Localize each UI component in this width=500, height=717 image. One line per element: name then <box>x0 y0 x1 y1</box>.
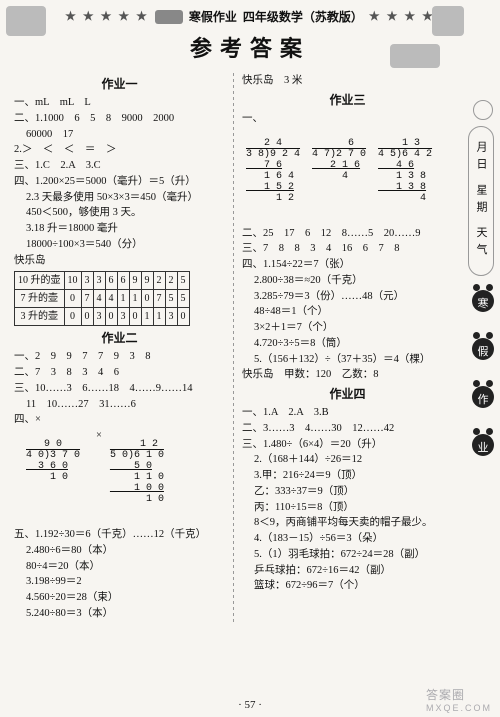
text-line: 450＜500，够使用 3 天。 <box>12 205 227 221</box>
text-line: 5.240÷80＝3（本） <box>12 606 227 622</box>
text-line: 80÷4＝20（本） <box>12 559 227 575</box>
text-line: 二、7 3 8 3 4 6 <box>12 365 227 381</box>
side-bar: 月日 星期 天气 寒 假 作 业 <box>468 100 498 474</box>
row-label: 10 升的壶 <box>15 272 65 290</box>
paw-label: 业 <box>468 439 498 455</box>
text-line: 二、1.1000 6 5 8 9000 2000 <box>12 111 227 127</box>
text-line: 11 10……27 31……6 <box>12 397 227 413</box>
text-line: 乙：333÷37＝9（顶） <box>240 484 455 500</box>
stars-right: ★ ★ ★ ★ <box>369 9 435 24</box>
text-line: 五、1.192÷30＝6（千克）……12（千克） <box>12 527 227 543</box>
table-row: 3 升的壶 0030301130 <box>15 308 190 326</box>
table-row: 10 升的壶 10336699225 <box>15 272 190 290</box>
row-label: 7 升的壶 <box>15 290 65 308</box>
column-divider <box>233 73 234 622</box>
table-row: 7 升的壶 0744110755 <box>15 290 190 308</box>
text-line: 2.480÷6＝80（本） <box>12 543 227 559</box>
long-division: 2 43 8)9 2 4 7 6 1 6 4 1 5 2 1 2 <box>246 127 300 226</box>
text-line: 3×2＋1＝7（个） <box>240 320 455 336</box>
text-line: 一、2 9 9 7 7 9 3 8 <box>12 349 227 365</box>
pot-table: 10 升的壶 10336699225 7 升的壶 0744110755 3 升的… <box>14 271 190 326</box>
text-line: 8＜9，丙商铺平均每天卖的帽子最少。 <box>240 515 455 531</box>
text-line: 3.甲：216÷24＝9（顶） <box>240 468 455 484</box>
page-header: ★ ★ ★ ★ ★ 寒假作业 四年级数学（苏教版） ★ ★ ★ ★ <box>12 8 488 25</box>
text-line: 快乐岛 <box>12 253 227 269</box>
hw1-title: 作业一 <box>12 75 227 93</box>
text-line: 四、× <box>12 412 227 428</box>
hw4-title: 作业四 <box>240 385 455 403</box>
text-line: 2.3 天最多使用 50×3×3＝450（毫升） <box>12 190 227 206</box>
text-line: 3.18 升＝18000 毫升 <box>12 221 227 237</box>
text-line: 篮球：672÷96＝7（个） <box>240 578 455 594</box>
watermark-url: MXQE.COM <box>426 703 492 713</box>
watermark: 答案圈 MXQE.COM <box>426 686 492 713</box>
text-line: 48÷48＝1（个） <box>240 304 455 320</box>
text-line: 三、1.480÷（6×4）＝20（升） <box>240 437 455 453</box>
text-line: 乒乓球拍：672÷16＝42（副） <box>240 563 455 579</box>
header-blob <box>155 10 183 24</box>
text-line: 一、mL mL L <box>12 95 227 111</box>
text-line: 二、3……3 4……30 12……42 <box>240 421 455 437</box>
content-columns: 作业一 一、mL mL L 二、1.1000 6 5 8 9000 2000 6… <box>12 73 488 622</box>
longdiv-group: 9 04 0)3 7 0 3 6 0 1 0 × 1 25 0)6 1 0 5 … <box>12 428 227 527</box>
text-line: 快乐岛 3 米 <box>240 73 455 89</box>
text-line: 二、25 17 6 12 8……5 20……9 <box>240 226 455 242</box>
cross-mark: × <box>96 428 102 444</box>
long-division: 64 7)2 7 0 2 1 6 4 <box>312 127 366 226</box>
text-line: 4.720÷3÷5＝8（筒） <box>240 336 455 352</box>
text-line: 18000÷100×3＝540（分） <box>12 237 227 253</box>
text-line: 3.198÷99＝2 <box>12 574 227 590</box>
text-line: 一、1.A 2.A 3.B <box>240 405 455 421</box>
text-line: 60000 17 <box>12 127 227 143</box>
side-labels: 月日 星期 天气 <box>468 126 494 276</box>
hw2-title: 作业二 <box>12 329 227 347</box>
text-line: 5.（156＋132）÷（37＋35）＝4（棵） <box>240 352 455 368</box>
stars-left: ★ ★ ★ ★ ★ <box>65 9 149 24</box>
watermark-title: 答案圈 <box>426 688 465 702</box>
paw-label: 作 <box>468 391 498 407</box>
text-line: 2.＞ ＜ ＜ ＝ ＞ <box>12 142 227 158</box>
title-decor <box>390 44 440 68</box>
text-line: 一、 <box>240 111 455 127</box>
long-division: 1 34 5)6 4 2 4 6 1 3 8 1 3 8 4 <box>378 127 432 226</box>
long-division: 1 25 0)6 1 0 5 0 1 1 0 1 0 0 1 0 <box>110 428 164 527</box>
text-line: 三、7 8 8 3 4 16 6 7 8 <box>240 241 455 257</box>
paw-label: 寒 <box>468 295 498 311</box>
text-line: 2.（168＋144）÷26＝12 <box>240 452 455 468</box>
paw-label: 假 <box>468 343 498 359</box>
text-line: 三、1.C 2.A 3.C <box>12 158 227 174</box>
header-decor-left <box>6 6 46 36</box>
long-division: 9 04 0)3 7 0 3 6 0 1 0 <box>26 428 80 527</box>
hw3-title: 作业三 <box>240 91 455 109</box>
text-line: 四、1.200×25＝5000（毫升）＝5（升） <box>12 174 227 190</box>
header-text-1: 寒假作业 <box>189 8 237 25</box>
text-line: 4.（183－15）÷56＝3（朵） <box>240 531 455 547</box>
row-label: 3 升的壶 <box>15 308 65 326</box>
column-right: 快乐岛 3 米 作业三 一、 2 43 8)9 2 4 7 6 1 6 4 1 … <box>240 73 455 622</box>
header-decor-right <box>432 6 464 36</box>
header-text-2: 四年级数学（苏教版） <box>243 8 363 25</box>
clock-icon <box>473 100 493 120</box>
text-line: 丙：110÷15＝8（顶） <box>240 500 455 516</box>
text-line: 2.800÷38＝≈20（千克） <box>240 273 455 289</box>
column-left: 作业一 一、mL mL L 二、1.1000 6 5 8 9000 2000 6… <box>12 73 227 622</box>
text-line: 四、1.154÷22＝7（张） <box>240 257 455 273</box>
text-line: 4.560÷20＝28（束） <box>12 590 227 606</box>
text-line: 三、10……3 6……18 4……9……14 <box>12 381 227 397</box>
text-line: 3.285÷79＝3（份）……48（元） <box>240 289 455 305</box>
text-line: 5.（1）羽毛球拍：672÷24＝28（副） <box>240 547 455 563</box>
text-line: 快乐岛 甲数：120 乙数：8 <box>240 367 455 383</box>
longdiv-group: 2 43 8)9 2 4 7 6 1 6 4 1 5 2 1 2 64 7)2 … <box>240 127 455 226</box>
